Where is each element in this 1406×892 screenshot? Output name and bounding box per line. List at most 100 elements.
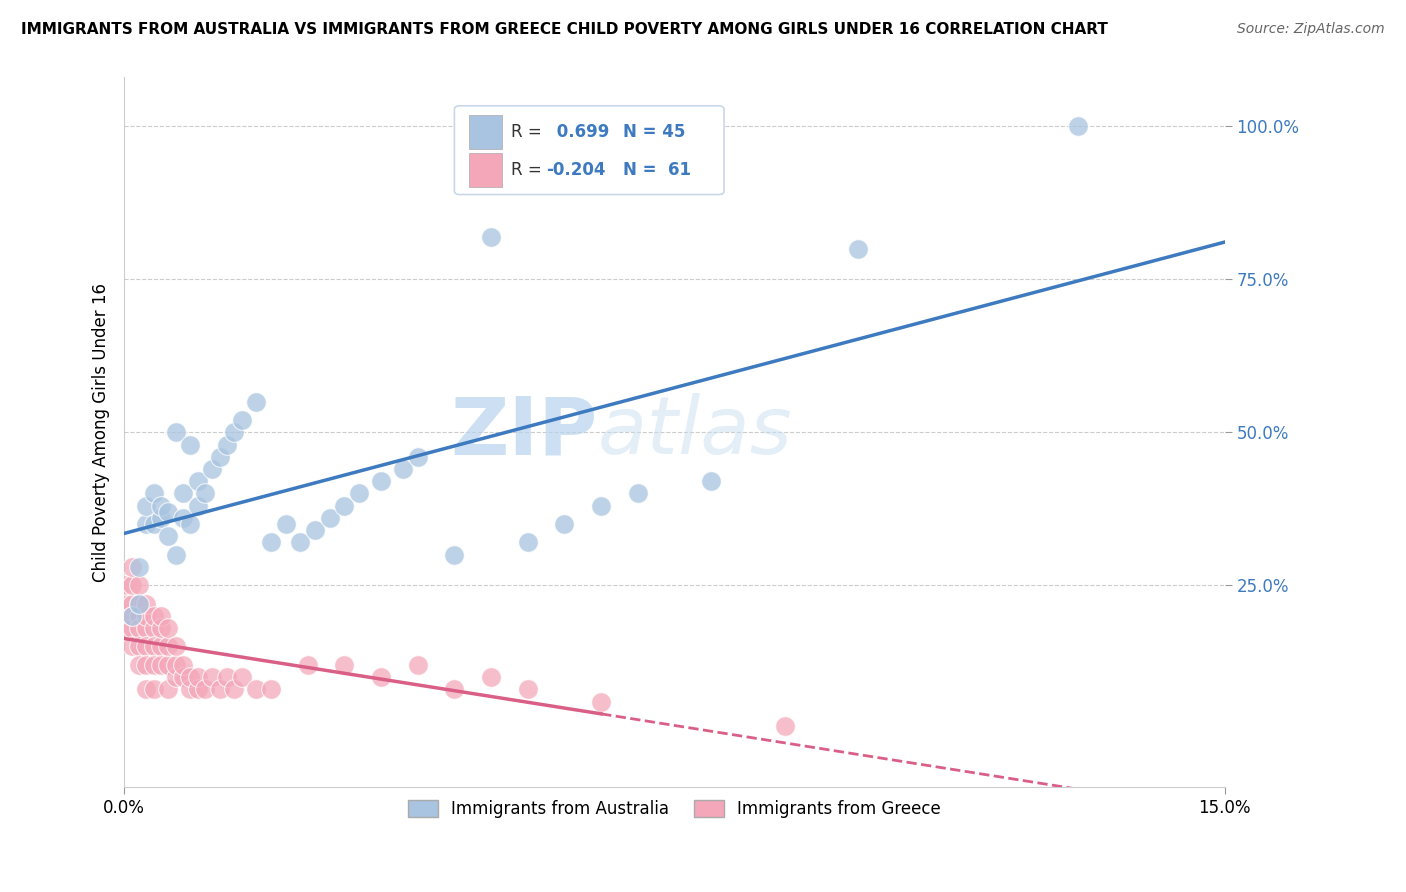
Point bbox=[128, 608, 150, 623]
Point bbox=[165, 548, 187, 562]
Point bbox=[165, 640, 187, 654]
Point bbox=[135, 682, 157, 697]
Point bbox=[157, 682, 180, 697]
Point bbox=[121, 597, 143, 611]
Point bbox=[553, 517, 575, 532]
Point bbox=[112, 578, 135, 592]
Point bbox=[370, 475, 392, 489]
Point bbox=[135, 597, 157, 611]
Point bbox=[121, 621, 143, 635]
Point bbox=[149, 608, 172, 623]
Legend: Immigrants from Australia, Immigrants from Greece: Immigrants from Australia, Immigrants fr… bbox=[401, 794, 948, 825]
Point bbox=[231, 413, 253, 427]
FancyBboxPatch shape bbox=[454, 106, 724, 194]
Point bbox=[215, 670, 238, 684]
Point bbox=[224, 425, 246, 440]
Point bbox=[179, 437, 201, 451]
Point bbox=[172, 511, 194, 525]
Point bbox=[149, 499, 172, 513]
Point bbox=[157, 505, 180, 519]
Point bbox=[516, 535, 538, 549]
Point bbox=[142, 621, 165, 635]
Point bbox=[179, 517, 201, 532]
Point bbox=[179, 682, 201, 697]
Point bbox=[627, 486, 650, 500]
Point bbox=[121, 608, 143, 623]
Point bbox=[135, 499, 157, 513]
Point bbox=[516, 682, 538, 697]
Point bbox=[172, 486, 194, 500]
Text: N = 45: N = 45 bbox=[623, 123, 685, 141]
Point bbox=[149, 511, 172, 525]
Point bbox=[165, 425, 187, 440]
Point bbox=[347, 486, 370, 500]
Point bbox=[157, 640, 180, 654]
Point bbox=[406, 450, 429, 464]
Point bbox=[142, 682, 165, 697]
Point bbox=[370, 670, 392, 684]
Point bbox=[773, 719, 796, 733]
Point bbox=[443, 682, 465, 697]
Y-axis label: Child Poverty Among Girls Under 16: Child Poverty Among Girls Under 16 bbox=[93, 283, 110, 582]
Point bbox=[318, 511, 340, 525]
Point bbox=[157, 621, 180, 635]
Point bbox=[208, 450, 231, 464]
Point bbox=[157, 529, 180, 543]
Point bbox=[172, 670, 194, 684]
Point bbox=[208, 682, 231, 697]
Point bbox=[224, 682, 246, 697]
Point bbox=[149, 657, 172, 672]
Point bbox=[201, 462, 224, 476]
Point bbox=[121, 608, 143, 623]
Point bbox=[121, 640, 143, 654]
Text: IMMIGRANTS FROM AUSTRALIA VS IMMIGRANTS FROM GREECE CHILD POVERTY AMONG GIRLS UN: IMMIGRANTS FROM AUSTRALIA VS IMMIGRANTS … bbox=[21, 22, 1108, 37]
Point bbox=[479, 670, 502, 684]
Point bbox=[121, 560, 143, 574]
FancyBboxPatch shape bbox=[468, 153, 502, 186]
Text: ZIP: ZIP bbox=[450, 393, 598, 471]
Point bbox=[172, 657, 194, 672]
Point bbox=[194, 682, 217, 697]
Text: -0.204: -0.204 bbox=[546, 161, 605, 178]
Point bbox=[128, 640, 150, 654]
Point bbox=[142, 517, 165, 532]
Point bbox=[333, 657, 356, 672]
Point bbox=[231, 670, 253, 684]
Point bbox=[591, 499, 613, 513]
Point bbox=[135, 621, 157, 635]
Point bbox=[479, 229, 502, 244]
Point bbox=[128, 621, 150, 635]
FancyBboxPatch shape bbox=[468, 115, 502, 149]
Text: R =: R = bbox=[510, 161, 541, 178]
Point bbox=[201, 670, 224, 684]
Point bbox=[245, 394, 267, 409]
Point bbox=[128, 657, 150, 672]
Point bbox=[187, 475, 209, 489]
Point bbox=[179, 670, 201, 684]
Point bbox=[304, 523, 326, 537]
Point bbox=[392, 462, 415, 476]
Point bbox=[274, 517, 297, 532]
Point bbox=[700, 475, 723, 489]
Point bbox=[142, 657, 165, 672]
Point bbox=[112, 597, 135, 611]
Point bbox=[149, 640, 172, 654]
Point bbox=[187, 682, 209, 697]
Point bbox=[142, 486, 165, 500]
Point bbox=[187, 670, 209, 684]
Point bbox=[128, 560, 150, 574]
Point bbox=[128, 597, 150, 611]
Point bbox=[149, 621, 172, 635]
Point bbox=[142, 640, 165, 654]
Point bbox=[1067, 120, 1090, 134]
Point bbox=[846, 242, 869, 256]
Point bbox=[135, 657, 157, 672]
Point bbox=[128, 597, 150, 611]
Point bbox=[591, 694, 613, 708]
Point bbox=[260, 535, 283, 549]
Text: Source: ZipAtlas.com: Source: ZipAtlas.com bbox=[1237, 22, 1385, 37]
Point bbox=[194, 486, 217, 500]
Point bbox=[165, 657, 187, 672]
Point bbox=[215, 437, 238, 451]
Point bbox=[406, 657, 429, 672]
